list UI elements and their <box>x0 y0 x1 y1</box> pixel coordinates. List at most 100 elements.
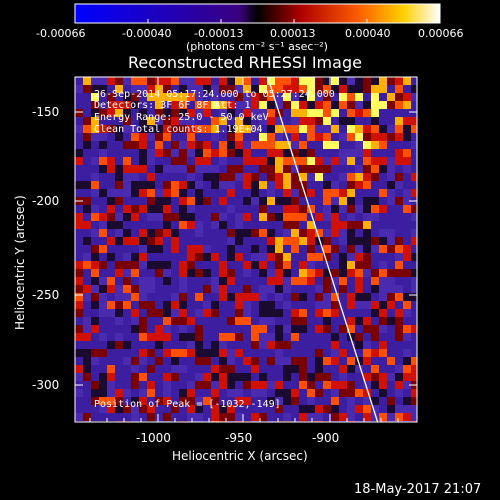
heatmap-cell <box>291 165 299 173</box>
heatmap-cell <box>235 381 243 389</box>
heatmap-cell <box>387 405 395 413</box>
heatmap-cell <box>203 277 211 285</box>
heatmap-cell <box>83 133 91 141</box>
heatmap-cell <box>291 221 299 229</box>
heatmap-cell <box>323 109 331 117</box>
heatmap-cell <box>403 365 411 373</box>
heatmap-cell <box>323 277 331 285</box>
heatmap-cell <box>195 253 203 261</box>
heatmap-cell <box>387 253 395 261</box>
heatmap-cell <box>171 349 179 357</box>
heatmap-cell <box>355 413 363 421</box>
heatmap-cell <box>331 245 339 253</box>
heatmap-cell <box>75 157 83 165</box>
heatmap-cell <box>355 277 363 285</box>
heatmap-cell <box>355 109 363 117</box>
heatmap-cell <box>251 357 259 365</box>
heatmap-cell <box>139 333 147 341</box>
heatmap-cell <box>379 341 387 349</box>
heatmap-cell <box>275 349 283 357</box>
heatmap-cell <box>243 261 251 269</box>
heatmap-cell <box>235 365 243 373</box>
heatmap-cell <box>371 245 379 253</box>
heatmap-cell <box>243 277 251 285</box>
heatmap-cell <box>299 365 307 373</box>
heatmap-cell <box>371 181 379 189</box>
heatmap-cell <box>99 197 107 205</box>
heatmap-cell <box>355 101 363 109</box>
heatmap-cell <box>211 77 219 85</box>
heatmap-cell <box>395 173 403 181</box>
heatmap-cell <box>171 325 179 333</box>
heatmap-cell <box>195 117 203 125</box>
heatmap-cell <box>163 125 171 133</box>
heatmap-cell <box>315 277 323 285</box>
heatmap-cell <box>235 213 243 221</box>
heatmap-cell <box>315 213 323 221</box>
heatmap-cell <box>147 141 155 149</box>
heatmap-cell <box>411 221 417 229</box>
heatmap-cell <box>147 269 155 277</box>
heatmap-cell <box>179 341 187 349</box>
heatmap-cell <box>395 325 403 333</box>
heatmap-cell <box>243 381 251 389</box>
heatmap-cell <box>339 173 347 181</box>
heatmap-cell <box>339 301 347 309</box>
heatmap-cell <box>203 93 211 101</box>
heatmap-cell <box>387 189 395 197</box>
heatmap-cell <box>299 213 307 221</box>
heatmap-cell <box>99 301 107 309</box>
heatmap-cell <box>371 93 379 101</box>
heatmap-cell <box>395 237 403 245</box>
heatmap-cell <box>147 77 155 85</box>
heatmap-cell <box>91 229 99 237</box>
heatmap-cell <box>91 389 99 397</box>
heatmap-cell <box>83 277 91 285</box>
heatmap-cell <box>187 413 195 421</box>
heatmap-cell <box>179 269 187 277</box>
heatmap-cell <box>147 285 155 293</box>
heatmap-cell <box>291 301 299 309</box>
heatmap-cell <box>315 253 323 261</box>
heatmap-cell <box>179 293 187 301</box>
heatmap-cell <box>219 205 227 213</box>
heatmap-cell <box>163 197 171 205</box>
heatmap-cell <box>387 197 395 205</box>
heatmap-cell <box>171 93 179 101</box>
heatmap-cell <box>291 365 299 373</box>
heatmap-cell <box>131 237 139 245</box>
heatmap-cell <box>395 261 403 269</box>
heatmap-cell <box>227 197 235 205</box>
heatmap-cell <box>243 269 251 277</box>
heatmap-cell <box>411 413 417 421</box>
heatmap-cell <box>75 309 83 317</box>
heatmap-cell <box>107 413 115 421</box>
heatmap-cell <box>91 221 99 229</box>
heatmap-cell <box>219 173 227 181</box>
heatmap-cell <box>211 365 219 373</box>
heatmap-cell <box>291 173 299 181</box>
heatmap-cell <box>139 277 147 285</box>
heatmap-cell <box>99 405 107 413</box>
heatmap-cell <box>75 389 83 397</box>
heatmap-cell <box>91 357 99 365</box>
heatmap-cell <box>299 221 307 229</box>
heatmap-cell <box>99 181 107 189</box>
heatmap-cell <box>203 181 211 189</box>
heatmap-cell <box>203 293 211 301</box>
heatmap-cell <box>171 189 179 197</box>
heatmap-cell <box>267 293 275 301</box>
heatmap-cell <box>227 357 235 365</box>
heatmap-cell <box>211 165 219 173</box>
heatmap-cell <box>331 381 339 389</box>
heatmap-cell <box>283 189 291 197</box>
heatmap-cell <box>387 245 395 253</box>
heatmap-cell <box>179 189 187 197</box>
heatmap-cell <box>267 381 275 389</box>
heatmap-cell <box>107 101 115 109</box>
heatmap-cell <box>179 357 187 365</box>
heatmap-cell <box>163 365 171 373</box>
heatmap-cell <box>115 189 123 197</box>
annotation-detectors: Detectors: 3F 6F 8F Att: 1 <box>94 100 251 111</box>
